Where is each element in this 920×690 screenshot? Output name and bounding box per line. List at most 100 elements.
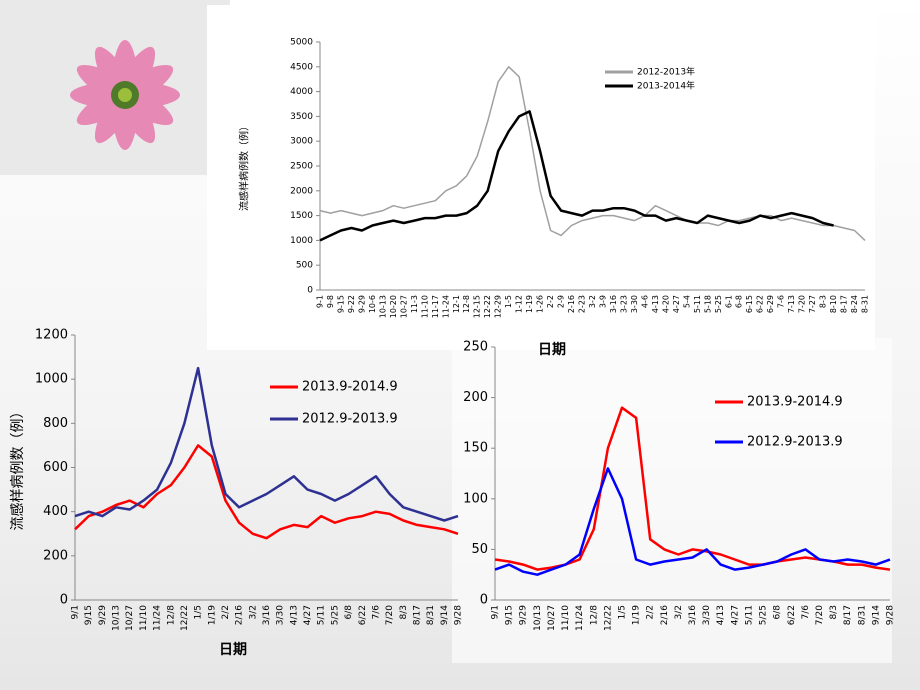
x-tick-label: 5-11	[693, 295, 702, 313]
series-line	[74, 444, 459, 540]
x-tick-label: 4/27	[730, 605, 740, 625]
x-tick-label: 10/13	[533, 605, 543, 631]
x-tick-label: 8-24	[850, 295, 859, 313]
x-tick-label: 6-22	[756, 295, 765, 313]
y-tick-label: 800	[43, 416, 68, 431]
x-tick-label: 1-19	[525, 295, 534, 313]
x-tick-label: 9/15	[505, 605, 515, 625]
x-tick-label: 4/27	[303, 605, 313, 625]
x-tick-label: 7-27	[808, 295, 817, 313]
x-tick-label: 10/13	[112, 605, 122, 631]
x-tick-label: 4-20	[661, 295, 670, 313]
x-tick-label: 1/5	[617, 605, 627, 619]
x-axis-label: 日期	[538, 342, 566, 358]
y-tick-label: 500	[296, 261, 313, 271]
x-tick-label: 8/17	[843, 605, 853, 625]
x-tick-label: 8-17	[840, 295, 849, 313]
x-tick-label: 10/27	[125, 605, 135, 631]
x-tick-label: 9/14	[871, 605, 881, 625]
x-tick-label: 11/24	[575, 605, 585, 631]
x-tick-label: 2-16	[567, 295, 576, 313]
x-tick-label: 2-2	[546, 295, 555, 308]
x-tick-label: 9/28	[454, 605, 464, 625]
x-tick-label: 7/20	[815, 605, 825, 625]
x-tick-label: 4-6	[640, 295, 649, 308]
x-tick-label: 1/5	[194, 605, 204, 619]
x-tick-label: 3-16	[609, 295, 618, 313]
x-tick-label: 9/1	[491, 605, 501, 619]
x-tick-label: 9/29	[98, 605, 108, 625]
x-tick-label: 9/29	[519, 605, 529, 625]
y-tick-label: 200	[43, 548, 68, 563]
y-axis-label: 流感样病例数（例）	[9, 405, 26, 531]
x-tick-label: 9/15	[84, 605, 94, 625]
legend-label: 2012-2013年	[637, 66, 695, 78]
x-tick-label: 2/2	[221, 605, 231, 619]
x-tick-label: 2/16	[235, 605, 245, 625]
x-tick-label: 10-20	[389, 295, 398, 318]
x-tick-label: 10-27	[399, 295, 408, 318]
series-line	[494, 467, 891, 576]
y-tick-label: 1500	[290, 211, 313, 221]
series-line	[74, 366, 459, 522]
x-tick-label: 12-1	[452, 295, 461, 313]
x-tick-label: 12/8	[166, 605, 176, 625]
flower	[70, 40, 180, 150]
x-tick-label: 11/24	[153, 605, 163, 631]
x-tick-label: 8/3	[399, 605, 409, 619]
x-tick-label: 1/19	[207, 605, 217, 625]
x-tick-label: 5-18	[703, 295, 712, 313]
x-tick-label: 5-25	[714, 295, 723, 313]
y-tick-label: 150	[463, 441, 488, 456]
y-tick-label: 5000	[290, 38, 313, 48]
y-tick-label: 4500	[290, 62, 313, 72]
x-tick-label: 9-1	[316, 295, 325, 308]
legend-label: 2013-2014年	[637, 80, 695, 92]
x-tick-label: 7/20	[385, 605, 395, 625]
y-tick-label: 1000	[35, 372, 68, 387]
x-tick-label: 9-29	[357, 295, 366, 313]
x-tick-label: 8-10	[829, 295, 838, 313]
y-tick-label: 100	[463, 491, 488, 506]
y-tick-label: 4000	[290, 87, 313, 97]
y-tick-label: 0	[307, 286, 313, 296]
legend-label: 2013.9-2014.9	[302, 380, 398, 395]
x-tick-label: 6-1	[724, 295, 733, 308]
x-tick-label: 1-5	[504, 295, 513, 308]
x-tick-label: 11-24	[441, 295, 450, 318]
x-tick-label: 9/28	[886, 605, 896, 625]
x-tick-label: 9-15	[336, 295, 345, 313]
x-tick-label: 8/3	[829, 605, 839, 619]
x-tick-label: 12/8	[589, 605, 599, 625]
y-tick-label: 2000	[290, 186, 313, 196]
x-tick-label: 1-26	[536, 295, 545, 313]
y-tick-label: 0	[480, 593, 488, 608]
x-tick-label: 3-2	[588, 295, 597, 308]
y-tick-label: 50	[471, 542, 488, 557]
x-tick-label: 4/13	[716, 605, 726, 625]
x-tick-label: 5/11	[744, 605, 754, 625]
series-line	[319, 110, 834, 242]
y-tick-label: 3000	[290, 137, 313, 147]
x-tick-label: 1/19	[632, 605, 642, 625]
x-tick-label: 6/8	[773, 605, 783, 620]
y-tick-label: 2500	[290, 162, 313, 172]
x-tick-label: 8/31	[426, 605, 436, 625]
x-tick-label: 3/2	[248, 605, 258, 619]
x-tick-label: 4-13	[651, 295, 660, 313]
x-tick-label: 2/2	[646, 605, 656, 619]
x-tick-label: 2/16	[660, 605, 670, 625]
y-tick-label: 250	[463, 340, 488, 355]
legend-label: 2013.9-2014.9	[747, 395, 843, 410]
legend-label: 2012.9-2013.9	[747, 435, 843, 450]
x-tick-label: 5/11	[317, 605, 327, 625]
x-tick-label: 7-13	[787, 295, 796, 313]
x-tick-label: 12-22	[483, 295, 492, 318]
x-tick-label: 8-3	[819, 295, 828, 308]
x-tick-label: 7/6	[801, 605, 811, 620]
x-tick-label: 11-3	[410, 295, 419, 313]
x-tick-label: 8-31	[861, 295, 870, 313]
x-tick-label: 3/2	[674, 605, 684, 619]
y-tick-label: 1200	[35, 328, 68, 343]
